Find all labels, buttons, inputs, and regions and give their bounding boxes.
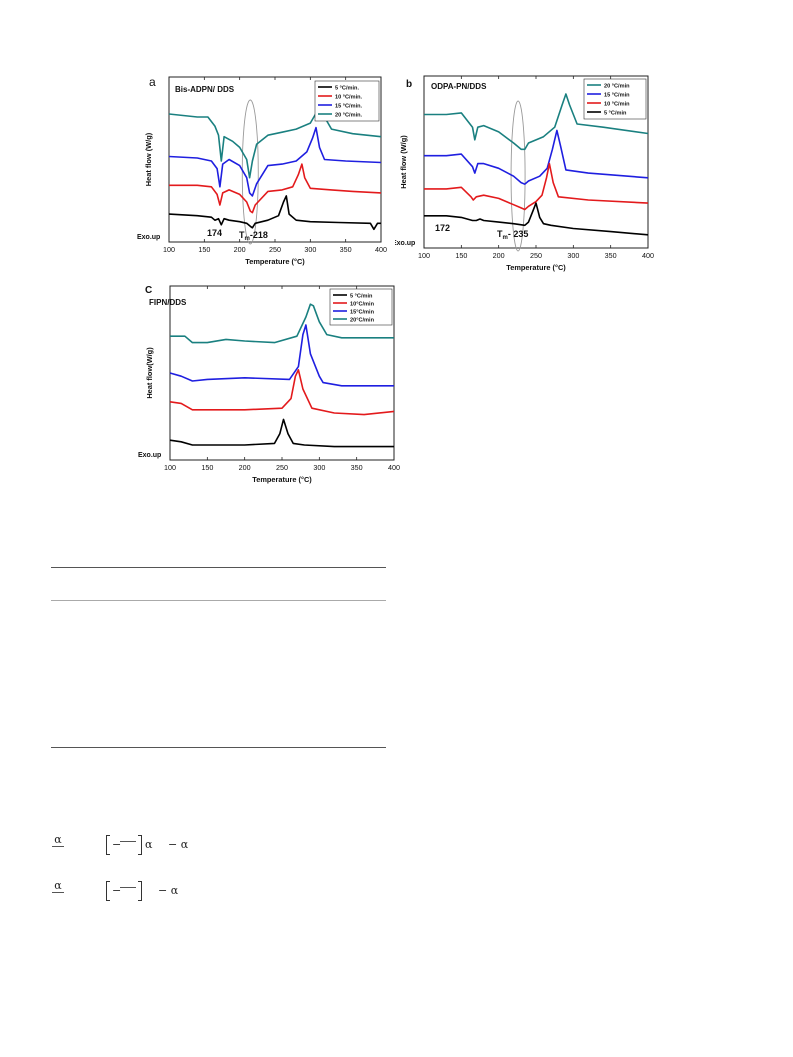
x-tick-label: 150 [198, 245, 210, 254]
x-tick-label: 300 [313, 463, 325, 472]
exo-up-label: Exo.up [138, 452, 161, 459]
legend-label: 5 °C/min [350, 293, 373, 299]
legend-label: 15 °C/min. [335, 103, 363, 109]
equation-2-tail: − α [158, 884, 179, 897]
x-tick-label: 350 [605, 251, 617, 260]
chart-b-svg: 100 150 200 250 300 350 400 Temperature (°C) Hea… [392, 75, 654, 272]
legend-label: 5 °C/min [604, 110, 627, 116]
panel-title: ODPA-PN/DDS [431, 82, 487, 91]
x-tick-label: 400 [388, 463, 400, 472]
series-line [169, 418, 394, 448]
exo-up-label: Exo.up [137, 234, 160, 241]
x-tick-label: 100 [164, 463, 176, 472]
x-axis-label: Temperature (°C) [245, 257, 305, 266]
legend-label: 20°C/min [350, 317, 375, 323]
x-tick-label: 300 [567, 251, 579, 260]
x-tick-label: 250 [276, 463, 288, 472]
series-line [170, 303, 394, 344]
legend-label: 10 °C/min [604, 101, 630, 107]
series-line [424, 202, 649, 236]
y-axis-label: Heat flow(W/g) [145, 347, 154, 399]
annotation-tm: Tm- 235 [497, 229, 528, 241]
legend-label: 10 °C/min. [335, 94, 363, 100]
legend-label: 20 °C/min. [335, 112, 363, 118]
legend-label: 15 °C/min [604, 92, 630, 98]
series-line [424, 129, 649, 185]
panel-tag: C [145, 285, 152, 296]
annotation-peak: 172 [435, 223, 450, 233]
equation-2-bracket-content: − [112, 884, 122, 897]
equation-2-bracket-right [138, 881, 142, 901]
legend-label: 15°C/min [350, 309, 375, 315]
series-line [169, 163, 382, 214]
table-header-rule [51, 600, 386, 601]
equation-1-bracket-right [138, 835, 142, 855]
panel-tag: b [406, 79, 412, 90]
x-axis-label: Temperature (°C) [506, 263, 566, 272]
y-axis-label: Heat flow (W/g) [144, 132, 153, 186]
x-tick-label: 350 [351, 463, 363, 472]
equation-1-lhs: α [52, 833, 64, 847]
series-line [424, 162, 649, 211]
x-tick-label: 150 [201, 463, 213, 472]
series-line [424, 93, 649, 151]
series-line [169, 324, 394, 387]
x-tick-label: 250 [530, 251, 542, 260]
equation-2-fraction-bar [120, 879, 136, 888]
x-tick-label: 350 [340, 245, 352, 254]
series-line [169, 369, 395, 416]
equation-1-bracket-left [106, 835, 110, 855]
melting-region-ellipse [510, 100, 526, 252]
panel-title: FIPN/DDS [149, 298, 187, 307]
x-tick-label: 200 [234, 245, 246, 254]
x-tick-label: 300 [304, 245, 316, 254]
table-top-rule [51, 567, 386, 568]
x-tick-label: 100 [418, 251, 430, 260]
equation-1-tail: − α [168, 838, 189, 851]
chart-a-svg: 100 150 200 250 300 350 400 Temperature (°C) Hea… [137, 75, 387, 266]
x-tick-label: 150 [455, 251, 467, 260]
equation-1-fraction-bar [120, 833, 136, 842]
panel-tag: a [149, 75, 156, 89]
annotation-peak: 174 [207, 228, 222, 238]
equation-2-bracket-left [106, 881, 110, 901]
panel-title: Bis-ADPN/ DDS [175, 85, 235, 94]
x-tick-label: 250 [269, 245, 281, 254]
equation-2-lhs: α [52, 879, 64, 893]
x-tick-label: 400 [642, 251, 654, 260]
x-axis-label: Temperature (°C) [252, 475, 312, 484]
figure-panel-c: 100 150 200 250 300 350 400 Temperature (°C) Hea… [135, 281, 400, 491]
figure-panel-b: 100 150 200 250 300 350 400 Temperature (°C) Hea… [392, 71, 660, 283]
x-tick-label: 400 [375, 245, 387, 254]
series-line [168, 126, 382, 197]
legend-label: 10°C/min [350, 301, 375, 307]
chart-c-svg: 100 150 200 250 300 350 400 Temperature (°C) Hea… [138, 285, 400, 484]
table-bottom-rule [51, 747, 386, 748]
x-tick-label: 100 [163, 245, 175, 254]
equation-1-bracket-content: − [112, 838, 122, 851]
legend-label: 5 °C/min. [335, 85, 359, 91]
y-axis-label: Heat flow (W/g) [399, 135, 408, 189]
legend-label: 20 °C/min [604, 83, 630, 89]
annotation-tm: Tm-218 [239, 230, 268, 242]
equation-1-after-bracket: α [145, 838, 153, 851]
x-tick-label: 200 [239, 463, 251, 472]
figure-panel-a: 100 150 200 250 300 350 400 Temperature (°C) Hea… [135, 71, 395, 271]
exo-up-label: Exo.up [395, 240, 415, 247]
melting-region-ellipse [241, 99, 259, 245]
series-line [168, 195, 381, 231]
x-tick-label: 200 [493, 251, 505, 260]
